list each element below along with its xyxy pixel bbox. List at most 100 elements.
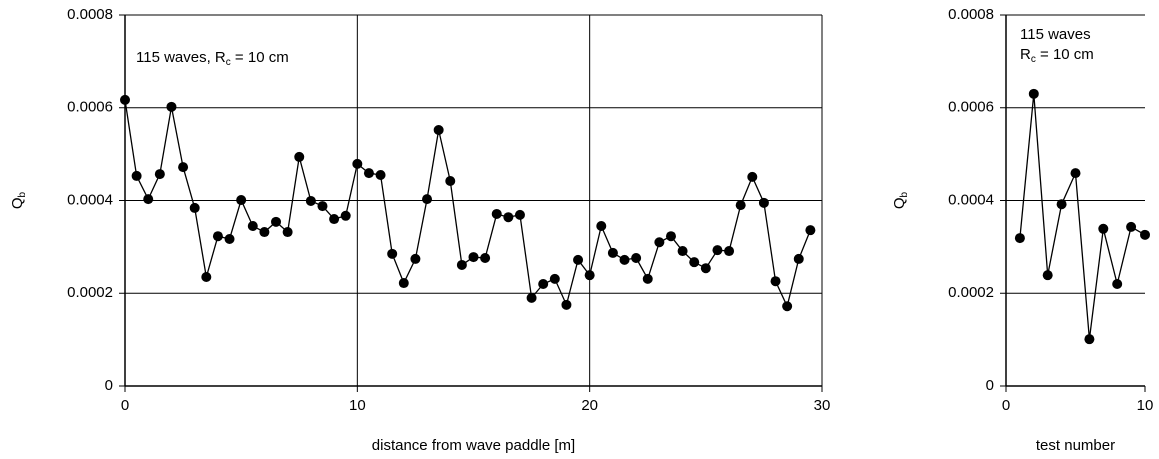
y-tick-label: 0.0008 xyxy=(948,6,994,23)
point xyxy=(1140,229,1150,240)
point xyxy=(340,210,351,221)
annotation-tail: = 10 cm xyxy=(1036,46,1094,63)
annotation-text: 115 waves, R xyxy=(136,49,226,66)
line xyxy=(124,99,811,309)
annotation-sub: c xyxy=(1031,54,1036,65)
point xyxy=(282,227,293,238)
point xyxy=(154,169,165,180)
point xyxy=(1126,221,1137,232)
point xyxy=(596,221,607,232)
point xyxy=(259,227,270,238)
point xyxy=(538,278,549,289)
x-tick-label: 10 xyxy=(349,397,366,414)
point xyxy=(1042,270,1053,281)
point xyxy=(700,263,711,274)
point xyxy=(1014,233,1025,244)
x-axis-label: distance from wave paddle [m] xyxy=(372,437,575,454)
point xyxy=(189,202,200,213)
point xyxy=(573,254,584,265)
point xyxy=(1028,88,1039,99)
point xyxy=(236,195,247,206)
y-tick-label: 0 xyxy=(986,377,994,394)
y-tick-label: 0.0006 xyxy=(67,99,113,116)
point xyxy=(120,94,130,105)
point xyxy=(607,247,618,258)
point xyxy=(363,168,374,179)
point xyxy=(398,278,409,289)
point xyxy=(770,276,781,287)
point xyxy=(689,257,700,268)
x-axis-label: test number xyxy=(1036,437,1115,454)
point xyxy=(491,208,502,219)
point xyxy=(642,273,653,284)
line xyxy=(1019,93,1146,340)
point xyxy=(1112,278,1123,289)
y-tick-label: 0.0004 xyxy=(948,191,994,208)
point xyxy=(224,233,235,244)
y-tick-label: 0 xyxy=(105,377,113,394)
point xyxy=(1098,223,1109,234)
annotation-tail: = 10 cm xyxy=(231,49,289,66)
y-label-main: Q xyxy=(891,197,908,209)
point xyxy=(712,245,723,256)
x-tick-label: 20 xyxy=(581,397,598,414)
point xyxy=(665,231,676,242)
point xyxy=(456,259,467,270)
y-axis-label: Qb xyxy=(9,191,28,209)
point xyxy=(387,248,398,259)
annotation-sub: c xyxy=(226,57,231,68)
annotation: 115 waves xyxy=(1020,26,1091,43)
point xyxy=(352,158,363,169)
point xyxy=(294,151,305,162)
point xyxy=(561,299,572,310)
y-axis-label: Qb xyxy=(891,191,910,209)
point xyxy=(758,197,769,208)
y-label-sub: b xyxy=(899,191,910,197)
point xyxy=(503,212,514,223)
point xyxy=(654,237,665,248)
point xyxy=(166,101,177,112)
point xyxy=(677,246,688,257)
point xyxy=(514,209,525,220)
x-tick-label: 10 xyxy=(1137,397,1154,414)
point xyxy=(782,301,793,312)
annotation-text: R xyxy=(1020,46,1031,63)
point xyxy=(724,246,735,257)
y-tick-label: 0.0006 xyxy=(948,99,994,116)
point xyxy=(131,170,142,181)
point xyxy=(468,252,479,263)
point xyxy=(143,194,154,205)
annotation: 115 waves, Rc = 10 cm xyxy=(136,49,289,68)
point xyxy=(305,195,316,206)
y-label-main: Q xyxy=(9,197,26,209)
point xyxy=(805,225,816,236)
y-tick-label: 0.0008 xyxy=(67,6,113,23)
point xyxy=(271,216,282,227)
point xyxy=(317,201,328,212)
point xyxy=(480,253,491,264)
point xyxy=(375,169,386,180)
point xyxy=(619,254,630,265)
point xyxy=(747,171,758,182)
point xyxy=(549,273,560,284)
y-tick-label: 0.0002 xyxy=(67,284,113,301)
point xyxy=(329,214,340,225)
x-tick-label: 0 xyxy=(1002,397,1010,414)
annotation-text: 115 waves xyxy=(1020,26,1091,43)
point xyxy=(445,176,456,187)
point xyxy=(584,270,595,281)
point xyxy=(433,125,444,136)
point xyxy=(201,272,212,283)
y-tick-label: 0.0004 xyxy=(67,191,113,208)
x-tick-label: 30 xyxy=(814,397,831,414)
point xyxy=(1084,334,1095,345)
point xyxy=(422,194,433,205)
point xyxy=(793,253,804,264)
point xyxy=(1070,168,1081,179)
y-label-sub: b xyxy=(17,191,28,197)
point xyxy=(212,231,223,242)
point xyxy=(247,221,258,232)
annotation: Rc = 10 cm xyxy=(1020,46,1094,65)
y-tick-label: 0.0002 xyxy=(948,284,994,301)
